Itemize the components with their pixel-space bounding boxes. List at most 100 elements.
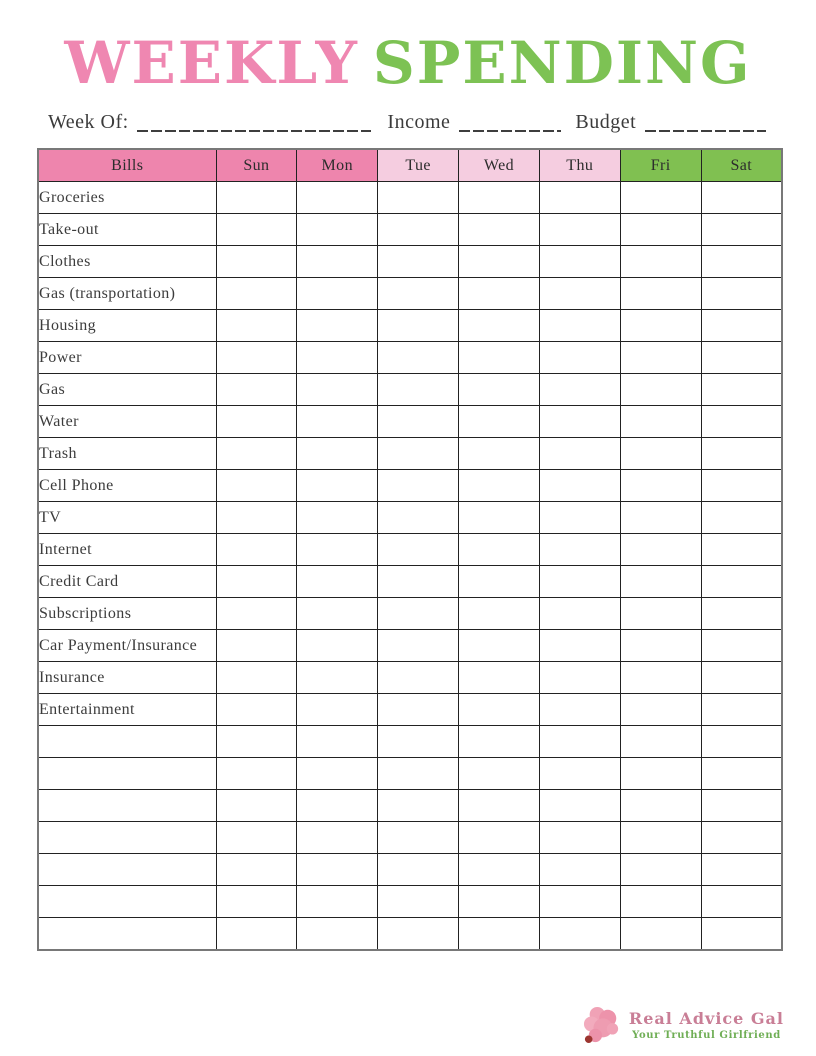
day-cell	[296, 725, 379, 758]
bill-cell	[37, 789, 217, 822]
day-cell	[458, 917, 540, 951]
day-cell	[538, 565, 621, 598]
day-cell	[700, 693, 783, 726]
bill-cell: Insurance	[37, 661, 217, 694]
bill-cell: Gas (transportation)	[37, 277, 217, 310]
header-row: Bills Sun Mon Tue Wed Thu Fri Sat	[37, 148, 783, 182]
day-cell	[215, 661, 298, 694]
day-cell	[458, 757, 540, 790]
brand-tagline: Your Truthful Girlfriend	[632, 1030, 781, 1041]
day-cell	[619, 181, 702, 214]
day-cell	[700, 405, 783, 438]
day-cell	[538, 853, 621, 886]
day-cell	[377, 277, 460, 310]
bill-cell: Subscriptions	[37, 597, 217, 630]
day-cell	[215, 469, 298, 502]
table-row: Gas (transportation)	[37, 277, 783, 310]
day-cell	[619, 245, 702, 278]
day-cell	[377, 341, 460, 374]
title-spending: SPENDING	[372, 29, 752, 97]
day-cell	[458, 821, 540, 854]
day-cell	[296, 341, 379, 374]
day-cell	[538, 341, 621, 374]
day-cell	[458, 437, 540, 470]
flower-icon	[583, 1006, 619, 1044]
day-cell	[215, 757, 298, 790]
day-cell	[619, 405, 702, 438]
day-cell	[619, 917, 702, 951]
week-of-blank	[136, 112, 372, 134]
header-cell-thu: Thu	[538, 148, 621, 182]
footer-logo: Real Advice Gal Your Truthful Girlfriend	[583, 1006, 784, 1044]
income-blank	[459, 112, 562, 134]
day-cell	[458, 789, 540, 822]
bill-cell	[37, 853, 217, 886]
day-cell	[296, 917, 379, 951]
day-cell	[215, 789, 298, 822]
bill-cell: Credit Card	[37, 565, 217, 598]
day-cell	[377, 629, 460, 662]
day-cell	[619, 373, 702, 406]
day-cell	[538, 693, 621, 726]
day-cell	[458, 597, 540, 630]
day-cell	[296, 821, 379, 854]
day-cell	[700, 629, 783, 662]
day-cell	[377, 213, 460, 246]
day-cell	[619, 789, 702, 822]
day-cell	[700, 757, 783, 790]
day-cell	[700, 341, 783, 374]
day-cell	[377, 533, 460, 566]
day-cell	[619, 469, 702, 502]
day-cell	[458, 277, 540, 310]
day-cell	[296, 309, 379, 342]
header-cell-sat: Sat	[700, 148, 783, 182]
table-row: TV	[37, 501, 783, 534]
table-row: Entertainment	[37, 693, 783, 726]
day-cell	[215, 533, 298, 566]
day-cell	[296, 405, 379, 438]
table-row: Subscriptions	[37, 597, 783, 630]
day-cell	[458, 373, 540, 406]
header-cell-tue: Tue	[377, 148, 460, 182]
day-cell	[538, 469, 621, 502]
day-cell	[538, 277, 621, 310]
day-cell	[296, 885, 379, 918]
day-cell	[619, 693, 702, 726]
spending-table: Bills Sun Mon Tue Wed Thu Fri Sat Groceries Take…	[37, 148, 783, 951]
table-row: Cell Phone	[37, 469, 783, 502]
day-cell	[538, 309, 621, 342]
bill-cell: Internet	[37, 533, 217, 566]
table-row	[37, 917, 783, 951]
day-cell	[700, 661, 783, 694]
day-cell	[538, 789, 621, 822]
bill-cell	[37, 917, 217, 951]
day-cell	[215, 245, 298, 278]
bill-cell	[37, 885, 217, 918]
day-cell	[538, 501, 621, 534]
day-cell	[700, 565, 783, 598]
day-cell	[619, 661, 702, 694]
day-cell	[296, 789, 379, 822]
day-cell	[538, 661, 621, 694]
day-cell	[538, 373, 621, 406]
day-cell	[619, 757, 702, 790]
bill-cell: Groceries	[37, 181, 217, 214]
day-cell	[458, 245, 540, 278]
bill-cell	[37, 725, 217, 758]
header-cell-sun: Sun	[215, 148, 298, 182]
day-cell	[377, 885, 460, 918]
bill-cell: Clothes	[37, 245, 217, 278]
table-row: Take-out	[37, 213, 783, 246]
table-row: Groceries	[37, 181, 783, 214]
bill-cell: Cell Phone	[37, 469, 217, 502]
day-cell	[538, 629, 621, 662]
day-cell	[377, 693, 460, 726]
day-cell	[377, 309, 460, 342]
day-cell	[215, 725, 298, 758]
day-cell	[619, 725, 702, 758]
table-row: Gas	[37, 373, 783, 406]
day-cell	[296, 437, 379, 470]
day-cell	[700, 789, 783, 822]
day-cell	[619, 565, 702, 598]
day-cell	[700, 373, 783, 406]
